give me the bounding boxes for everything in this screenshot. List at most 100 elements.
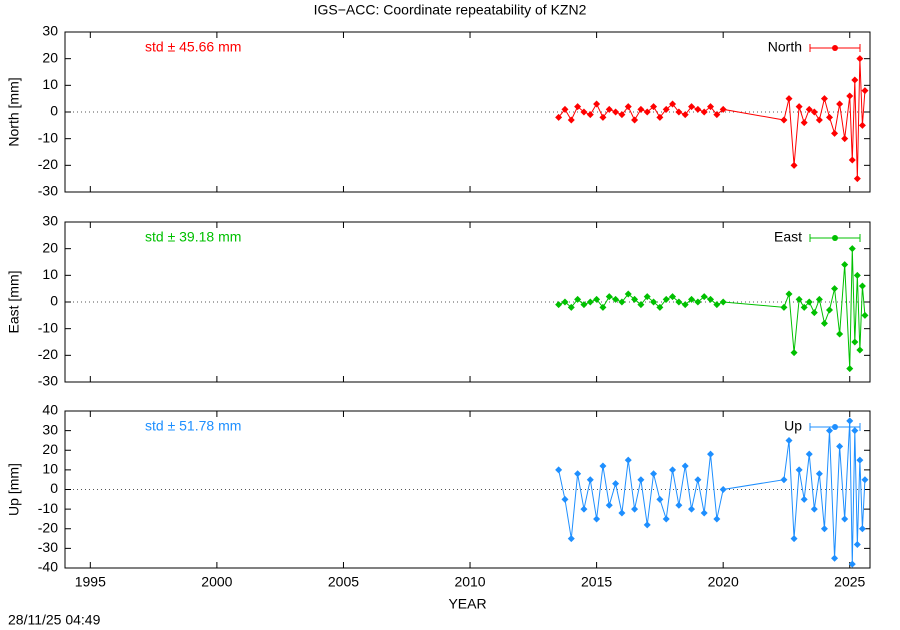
data-point [624,456,632,464]
data-point [700,293,708,301]
data-point [785,436,793,444]
data-point [815,470,823,478]
data-point [681,301,689,309]
data-point [662,105,670,113]
x-axis-label: YEAR [448,596,486,612]
data-point [631,295,639,303]
y-tick-label: -10 [38,500,58,516]
legend-marker [832,45,838,51]
data-point [785,95,793,103]
data-point [586,298,594,306]
series [555,417,869,568]
data-point [637,476,645,484]
std-annotation: std ± 45.66 mm [145,39,241,55]
data-point [631,116,639,124]
data-point [688,295,696,303]
y-tick-label: -30 [38,373,58,389]
data-point [561,105,569,113]
data-point [853,175,861,183]
data-point [810,108,818,116]
data-point [858,282,866,290]
data-point [561,298,569,306]
data-point [841,135,849,143]
data-point [637,105,645,113]
data-point [624,103,632,111]
data-point [707,295,715,303]
plot-frame [64,31,871,193]
x-tick-label: 2010 [454,574,485,590]
y-tick-label: -10 [38,129,58,145]
data-point [815,295,823,303]
data-point [612,295,620,303]
data-point [790,535,798,543]
data-point [694,298,702,306]
y-tick-label: 20 [42,239,58,255]
data-point [820,525,828,533]
data-point [719,298,727,306]
y-axis-label: East [mm] [6,270,22,333]
data-point [800,119,808,127]
data-point [848,560,856,568]
data-point [805,450,813,458]
data-point [805,105,813,113]
data-point [856,456,864,464]
data-point [650,298,658,306]
data-point [825,306,833,314]
data-point [780,116,788,124]
y-tick-label: 0 [50,293,58,309]
data-point [631,505,639,513]
data-point [618,111,626,119]
data-point [586,476,594,484]
data-point [555,301,563,309]
y-tick-label: 10 [42,76,58,92]
y-tick-label: -20 [38,519,58,535]
y-tick-label: 0 [50,480,58,496]
data-point [656,495,664,503]
data-point [856,346,864,354]
std-annotation: std ± 51.78 mm [145,418,241,434]
data-point [567,303,575,311]
data-point [805,298,813,306]
data-point [662,515,670,523]
data-point [599,303,607,311]
data-point [825,113,833,121]
x-tick-label: 2025 [834,574,865,590]
data-point [795,103,803,111]
y-axis-label: North [mm] [6,77,22,146]
data-point [836,442,844,450]
data-point [700,509,708,517]
y-tick-label: 20 [42,49,58,65]
data-point [669,466,677,474]
data-point [780,476,788,484]
data-point [831,285,839,293]
data-point [851,338,859,346]
y-tick-label: 40 [42,402,58,418]
legend-marker [832,235,838,241]
data-point [662,295,670,303]
data-point [790,161,798,169]
data-point [848,245,856,253]
data-point [846,417,854,425]
data-point [605,501,613,509]
data-point [790,349,798,357]
data-point [795,295,803,303]
data-point [618,298,626,306]
x-tick-label: 1995 [75,574,106,590]
data-point [612,108,620,116]
std-annotation: std ± 39.18 mm [145,229,241,245]
data-point [643,293,651,301]
plot-frame [64,221,871,383]
data-point [820,319,828,327]
y-tick-label: 0 [50,103,58,119]
x-tick-label: 2005 [328,574,359,590]
data-point [780,303,788,311]
data-point [861,476,869,484]
data-point [599,462,607,470]
data-point [574,470,582,478]
chart-title: IGS−ACC: Coordinate repeatability of KZN… [314,2,587,18]
data-line [558,420,866,565]
data-point [555,113,563,121]
data-point [681,462,689,470]
data-point [719,486,727,493]
